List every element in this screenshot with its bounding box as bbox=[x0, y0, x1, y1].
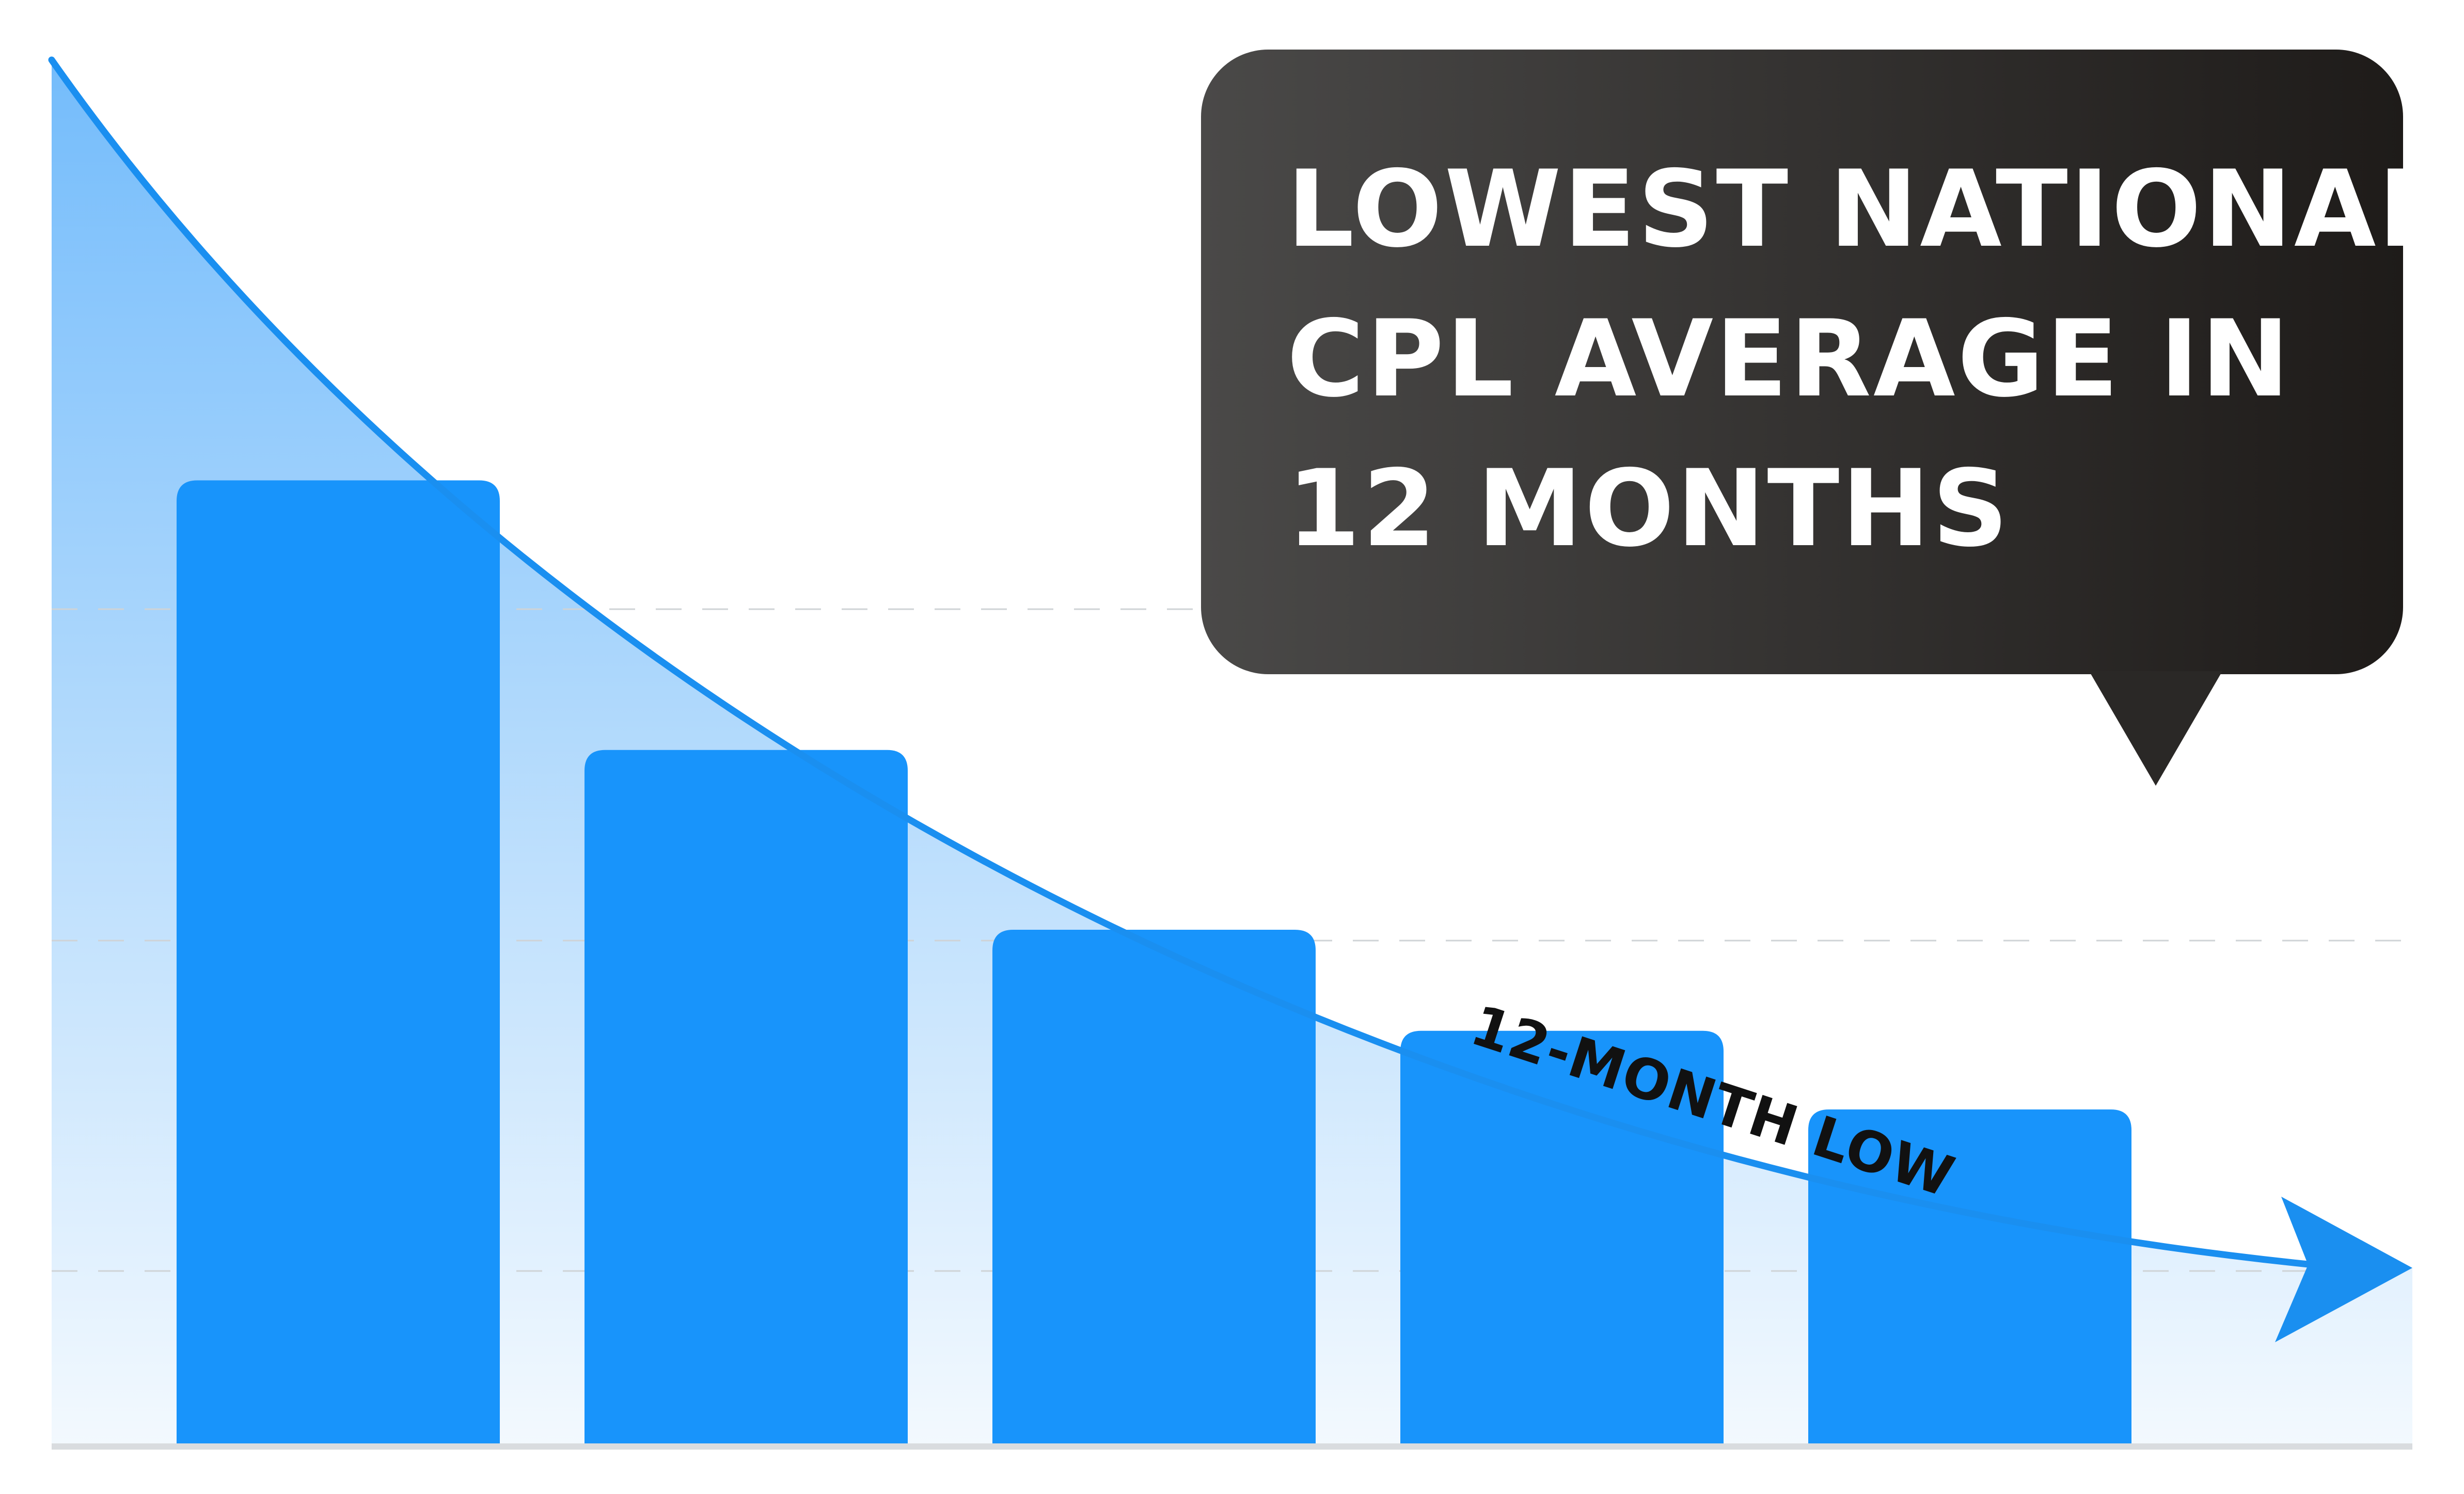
bar-1 bbox=[177, 480, 500, 1447]
callout-pointer bbox=[2089, 671, 2222, 786]
callout-line-1: LOWEST NATIONAL bbox=[1287, 148, 2447, 271]
bar-3 bbox=[992, 929, 1316, 1447]
bar-2 bbox=[585, 750, 908, 1447]
callout-line-2: CPL AVERAGE IN bbox=[1287, 298, 2292, 421]
bars bbox=[177, 480, 2131, 1447]
callout-box bbox=[1201, 50, 2403, 674]
callout-line-3: 12 MONTHS bbox=[1287, 448, 2011, 570]
trend-arrowhead bbox=[2275, 1197, 2412, 1342]
trend-line bbox=[48, 56, 2317, 1268]
callout: LOWEST NATIONAL CPL AVERAGE IN 12 MONTHS bbox=[1201, 50, 2447, 786]
